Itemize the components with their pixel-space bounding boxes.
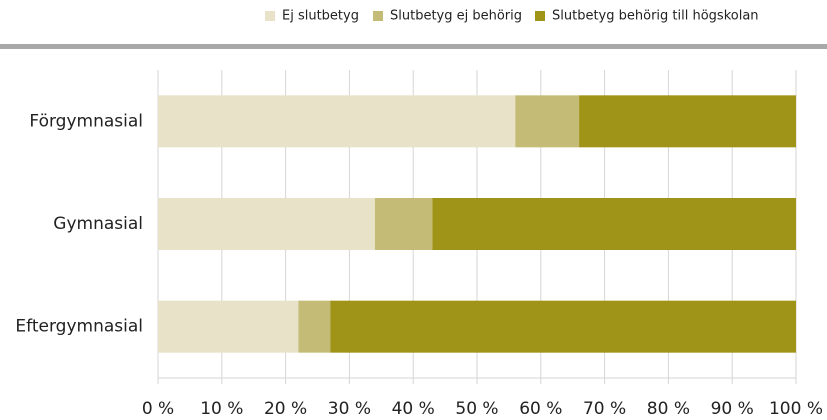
legend-separator <box>0 44 827 49</box>
bar-segment <box>374 198 433 250</box>
bar-segment <box>158 300 299 353</box>
x-tick-label: 10 % <box>200 399 243 419</box>
y-tick-label: Gymnasial <box>53 214 143 234</box>
y-tick-label: Förgymnasial <box>29 111 143 131</box>
x-tick-label: 100 % <box>769 399 823 419</box>
legend-label: Ej slutbetyg <box>282 9 359 24</box>
x-tick-label: 60 % <box>519 399 562 419</box>
legend-label: Slutbetyg ej behörig <box>390 9 522 24</box>
x-tick-label: 40 % <box>392 399 435 419</box>
bar-segment <box>432 198 796 250</box>
legend-swatch <box>373 11 383 21</box>
x-tick-label: 70 % <box>583 399 626 419</box>
legend-label: Slutbetyg behörig till högskolan <box>552 9 759 24</box>
bar-segment <box>158 198 375 250</box>
bar-segment <box>579 95 796 148</box>
x-tick-label: 0 % <box>142 399 174 419</box>
bar-segment <box>515 95 580 148</box>
bar-segment <box>158 95 516 148</box>
x-tick-label: 30 % <box>328 399 371 419</box>
x-tick-label: 90 % <box>711 399 754 419</box>
x-tick-label: 80 % <box>647 399 690 419</box>
bar-segment <box>330 300 796 353</box>
x-tick-label: 20 % <box>264 399 307 419</box>
y-tick-label: Eftergymnasial <box>15 317 143 337</box>
x-tick-label: 50 % <box>455 399 498 419</box>
legend-swatch <box>265 11 275 21</box>
bar-segment <box>298 300 331 353</box>
legend-swatch <box>535 11 545 21</box>
